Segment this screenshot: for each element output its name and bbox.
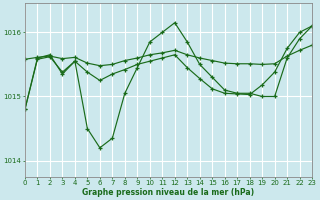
X-axis label: Graphe pression niveau de la mer (hPa): Graphe pression niveau de la mer (hPa) bbox=[83, 188, 255, 197]
